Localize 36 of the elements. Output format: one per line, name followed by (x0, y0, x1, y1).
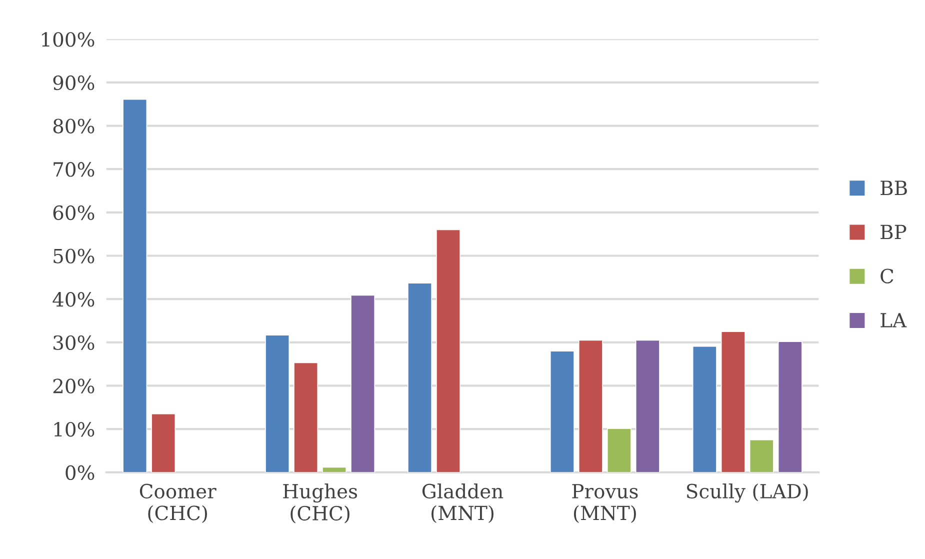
bar (778, 341, 802, 472)
y-tick-label: 40% (52, 292, 94, 307)
legend-label: BB (880, 180, 907, 195)
bar (578, 340, 603, 472)
bar (265, 334, 290, 472)
bar (720, 331, 746, 472)
x-tick-label: Hughes (CHC) (283, 483, 358, 524)
bar (749, 439, 774, 472)
bar (350, 294, 376, 472)
x-tick-label: Gladden (MNT) (422, 483, 504, 524)
y-tick-label: 80% (53, 118, 94, 134)
legend-label: C (880, 268, 894, 284)
y-tick-label: 30% (54, 335, 94, 350)
y-tick-label: 60% (53, 205, 94, 220)
x-tick-label: Scully (LAD) (687, 483, 808, 503)
y-tick-label: 70% (54, 162, 94, 177)
bar (635, 340, 660, 472)
y-tick-label: 90% (53, 75, 94, 90)
bar (151, 413, 176, 472)
legend-label: LA (880, 313, 907, 328)
y-tick-label: 0% (66, 465, 94, 480)
bar (550, 350, 574, 472)
bar (322, 466, 347, 472)
y-tick-label: 100% (42, 32, 94, 47)
x-tick-label: Provus (MNT) (572, 484, 638, 524)
bar (294, 362, 318, 472)
y-tick-label: 50% (54, 248, 94, 264)
bar (436, 229, 460, 472)
y-tick-label: 10% (54, 422, 94, 437)
bar (408, 282, 432, 472)
legend-label: BP (880, 224, 906, 240)
bar (122, 98, 148, 472)
x-tick-label: Coomer (CHC) (140, 484, 216, 524)
y-tick-label: 20% (53, 378, 94, 394)
bar (692, 346, 717, 472)
bar (606, 428, 632, 472)
